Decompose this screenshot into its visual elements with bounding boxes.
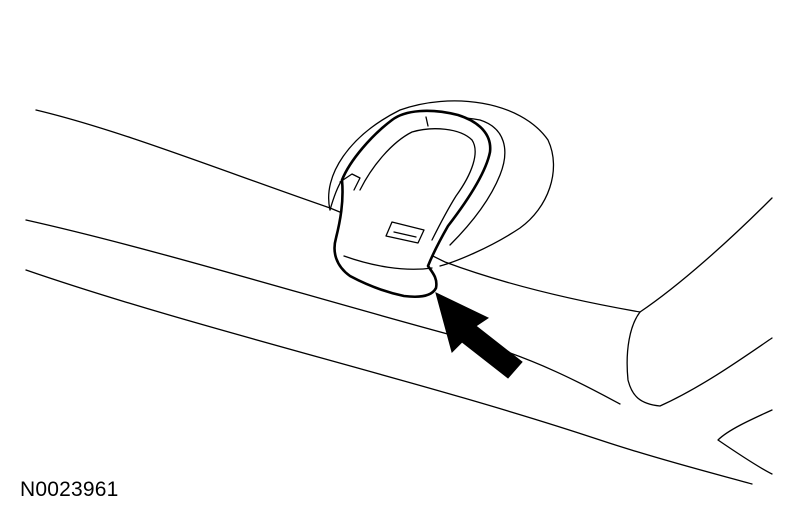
arrow-icon <box>435 292 523 379</box>
clip-tick <box>425 116 429 127</box>
clip-inner-rim <box>359 128 476 241</box>
lower-right-opening <box>717 409 773 475</box>
release-window-slot <box>393 231 417 238</box>
panel-right-edge <box>639 197 773 313</box>
clip-front-lip <box>343 255 433 270</box>
headliner-front-edge <box>25 219 621 405</box>
bezel-outer <box>328 100 555 267</box>
clip-side-tab <box>339 173 361 191</box>
clip-outline <box>333 109 492 299</box>
visor-clip <box>329 109 492 299</box>
callout-arrow <box>435 292 523 379</box>
figure-reference-code: N0023961 <box>20 478 119 501</box>
release-window-inner <box>385 221 425 244</box>
panel-corner <box>626 311 773 407</box>
release-window <box>376 215 430 247</box>
release-tab <box>376 215 430 247</box>
clip-hook <box>329 179 343 211</box>
headliner-lower-edge <box>25 269 753 485</box>
headliner-top-edge <box>35 109 641 313</box>
